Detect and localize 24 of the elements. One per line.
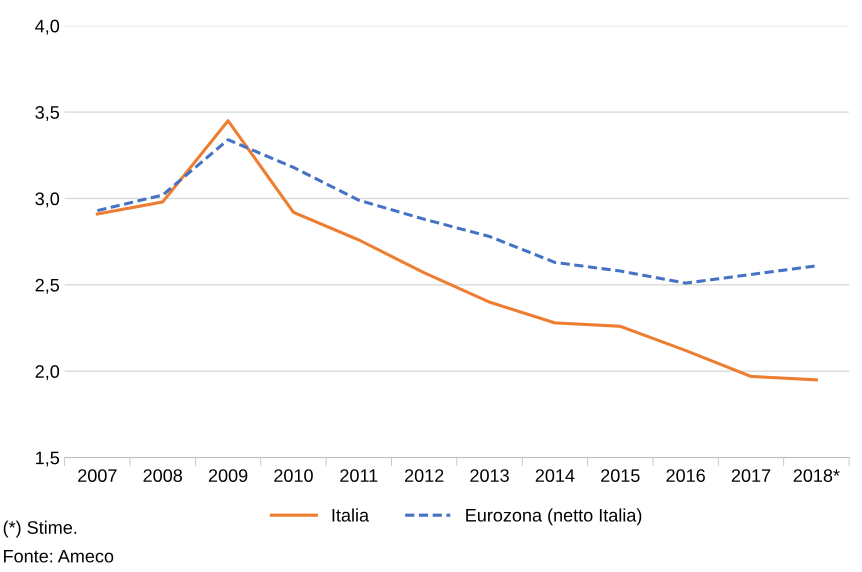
line-series	[96, 119, 818, 382]
legend-label: Eurozona (netto Italia)	[466, 508, 642, 526]
source-note: Fonte: Ameco	[4, 550, 114, 563]
x-tick-label: 2012	[405, 469, 444, 482]
x-tick-label: 2016	[666, 469, 705, 482]
x-tick-label: 2010	[274, 469, 313, 482]
x-tick-label: 2018*	[794, 469, 840, 482]
x-tick-label: 2009	[208, 469, 248, 482]
x-tick-label: 2011	[340, 469, 378, 482]
y-tick-label: 3,0	[35, 192, 60, 208]
y-tick-label: 2,0	[36, 365, 60, 380]
y-tick-label: 4,0	[35, 20, 60, 35]
x-tick-label: 2014	[536, 469, 574, 482]
x-tick-label: 2013	[470, 469, 509, 482]
x-tick-label: 2015	[601, 469, 640, 482]
y-tick-label: 2,5	[36, 278, 60, 294]
x-tick-label: 2007	[78, 469, 117, 482]
x-tick-label: 2008	[144, 469, 182, 482]
legend-label: Italia	[332, 508, 370, 522]
line-series	[96, 138, 818, 285]
text: (*) Stime.	[4, 520, 76, 538]
x-tick-label: 2017	[732, 469, 770, 482]
y-tick-label: 3,5	[35, 106, 60, 121]
y-tick-label: 1,5	[36, 452, 60, 466]
